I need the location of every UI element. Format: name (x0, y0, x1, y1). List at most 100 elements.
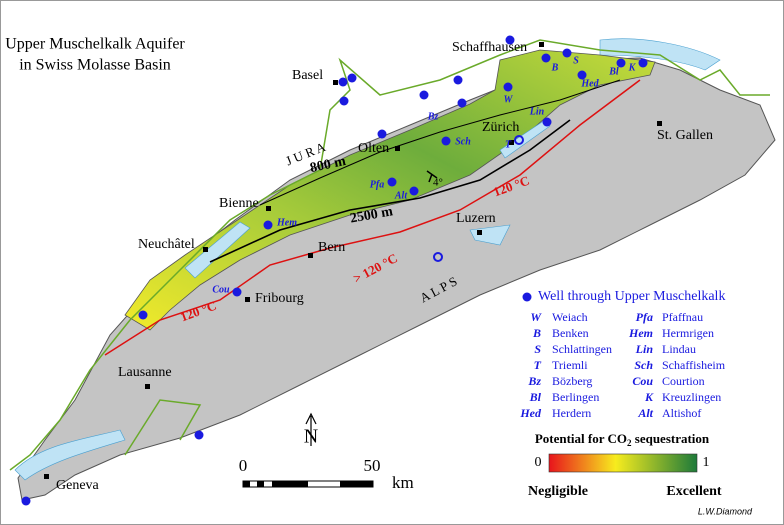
legend-name: Altishof (662, 406, 701, 420)
legend-abbr: Cou (632, 374, 653, 388)
well (387, 177, 397, 187)
legend-abbr: Hed (519, 406, 542, 420)
city-label: Bern (318, 240, 345, 255)
well (21, 496, 31, 506)
border (9, 39, 770, 471)
legend-abbr: W (530, 310, 542, 324)
city-label: Fribourg (255, 291, 304, 306)
city-label: Olten (358, 141, 389, 156)
city-label: Geneva (56, 478, 100, 493)
city-label: Zürich (482, 120, 519, 135)
north-label: N (304, 426, 318, 448)
scale-label: 50 (364, 456, 381, 475)
well-label: Pfa (370, 179, 384, 190)
well-label: W (504, 94, 514, 105)
legend-name: Hermrigen (662, 326, 714, 340)
lake-neuchatel (184, 221, 251, 279)
city-label: Luzern (456, 211, 496, 226)
city-label: Basel (292, 68, 323, 83)
colorbar-max-label: Excellent (666, 484, 722, 499)
well (542, 117, 552, 127)
well (409, 186, 419, 196)
legend-name: Kreuzlingen (662, 390, 721, 404)
legend-name: Bözberg (552, 374, 592, 388)
city-label: St. Gallen (657, 128, 713, 143)
city-label: Schaffhausen (452, 40, 527, 55)
contour-800 (259, 79, 621, 206)
city-label: Lausanne (118, 365, 172, 380)
well-label: Sch (455, 136, 471, 147)
legend-abbr: Bz (527, 374, 541, 388)
well (616, 58, 626, 68)
contour-label: 800 m (309, 154, 348, 176)
legend-abbr: S (534, 342, 541, 356)
legend-abbr: Hem (628, 326, 653, 340)
colorbar-max: 1 (703, 455, 710, 470)
scale-label: 0 (239, 456, 248, 475)
dip-symbol (426, 170, 438, 183)
well (453, 75, 463, 85)
city-markers (44, 42, 662, 479)
well (505, 35, 515, 45)
well (457, 98, 467, 108)
well (347, 73, 357, 83)
legend-abbr: Alt (637, 406, 653, 420)
legend-abbr: T (534, 358, 542, 372)
well-label: Bl (608, 66, 619, 77)
title: in Swiss Molasse Basin (19, 57, 171, 74)
wells (21, 35, 648, 506)
well-label: B (551, 62, 559, 73)
well (541, 53, 551, 63)
colorbar (548, 453, 698, 473)
legend-name: Triemli (552, 358, 588, 372)
credit: L.W.Diamond (698, 506, 753, 516)
border (124, 399, 202, 456)
well (377, 129, 387, 139)
north-arrow (305, 412, 317, 446)
well (441, 136, 451, 146)
well-label: Hem (276, 217, 297, 228)
well (577, 70, 587, 80)
colorbar-min-label: Negligible (528, 484, 588, 499)
legend-name: Benken (552, 326, 589, 340)
well-open (514, 135, 524, 145)
well-label: Bz (427, 111, 439, 122)
legend-abbr: Lin (635, 342, 654, 356)
legend-abbr: Pfa (636, 310, 653, 324)
legend-name: Weiach (552, 310, 588, 324)
legend-abbr: B (532, 326, 541, 340)
well (638, 58, 648, 68)
legend-name: Courtion (662, 374, 705, 388)
legend-abbr: Sch (634, 358, 653, 372)
legend-abbr: Bl (529, 390, 542, 404)
legend-marker (522, 292, 532, 302)
colorbar-title: Potential for CO2 sequestration (535, 431, 710, 448)
well (338, 77, 348, 87)
dip-label: 4° (433, 177, 443, 189)
isotherm-120 (104, 79, 641, 356)
well (562, 48, 572, 58)
well-label: T (505, 139, 512, 150)
contour-2500 (209, 119, 571, 263)
legend-abbr: K (644, 390, 654, 404)
legend-name: Schlattingen (552, 342, 612, 356)
well-open (433, 252, 443, 262)
legend-name: Berlingen (552, 390, 599, 404)
scale-unit: km (392, 473, 414, 492)
well (138, 310, 148, 320)
colorbar-min: 0 (535, 455, 542, 470)
well (419, 90, 429, 100)
well-label: Alt (394, 190, 408, 201)
legend-name: Lindau (662, 342, 696, 356)
well-label: S (573, 55, 579, 66)
legend-name: Herdern (552, 406, 591, 420)
well-label: Lin (529, 106, 545, 117)
city-label: Bienne (219, 196, 259, 211)
well (503, 82, 513, 92)
legend-name: Pfaffnau (662, 310, 703, 324)
well (339, 96, 349, 106)
title: Upper Muschelkalk Aquifer (5, 36, 185, 53)
legend-entries: W Weiach B Benken S Schlattingen T Triemli Bz Böz… (519, 310, 725, 420)
contour-label: 2500 m (349, 204, 394, 226)
